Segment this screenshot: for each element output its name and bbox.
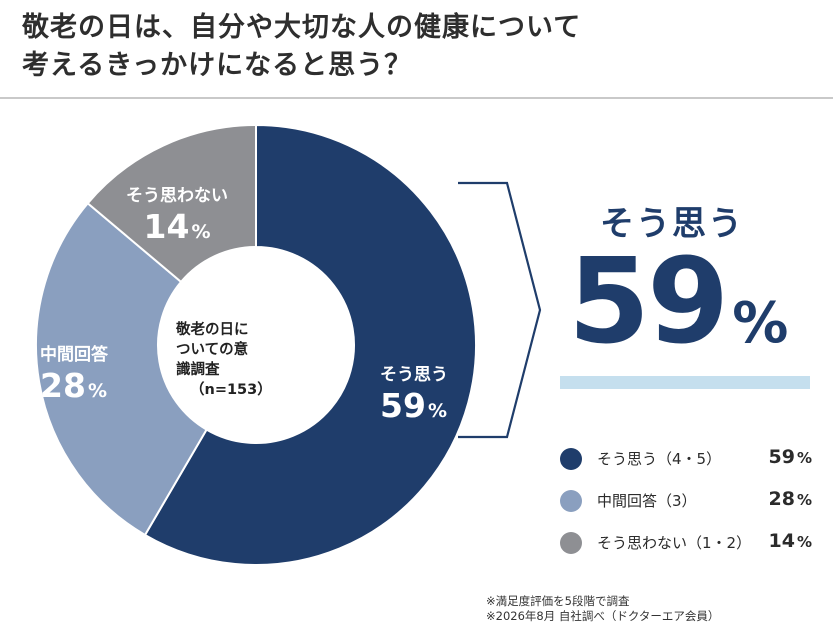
callout-bracket [458, 181, 542, 439]
legend-value-yes: 59 [768, 446, 795, 468]
legend-swatch-yes [560, 448, 582, 470]
footnote-1: ※満足度評価を5段階で調査 [486, 594, 630, 608]
legend-value-no: 14 [768, 530, 795, 552]
slice-label-no: そう思わない 14% [126, 185, 228, 252]
slice-label-no-value: 14 [143, 207, 190, 246]
slice-label-mid-value: 28 [40, 366, 86, 405]
title-line-2: 考えるきっかけになると思う？ [22, 50, 413, 81]
callout-percentage: 59% [568, 236, 788, 389]
legend: そう思う（4・5） 59% 中間回答（3） 28% そう思わない（1・2） 14… [560, 442, 820, 568]
slice-label-yes-unit: % [427, 400, 447, 422]
callout-label: そう思う [600, 204, 744, 244]
slice-label-yes: そう思う 59% [380, 364, 448, 431]
donut-chart [35, 123, 542, 566]
slice-label-no-unit: % [191, 221, 211, 243]
sample-size: （n=153） [190, 382, 272, 398]
legend-item-yes: そう思う（4・5） 59% [560, 442, 820, 484]
legend-swatch-mid [560, 490, 582, 512]
legend-label-no: そう思わない（1・2） [597, 534, 752, 552]
legend-item-mid: 中間回答（3） 28% [560, 484, 820, 526]
center-label: 敬老の日に ついての意 識調査 （n=153） [176, 320, 326, 400]
slice-label-yes-value: 59 [380, 386, 426, 425]
legend-value-mid: 28 [768, 488, 795, 510]
slice-label-no-name: そう思わない [126, 186, 228, 206]
title-divider [0, 97, 833, 99]
donut-hole [158, 247, 354, 443]
slice-label-yes-name: そう思う [380, 365, 448, 385]
footnotes: ※満足度評価を5段階で調査 ※2026年8月 自社調べ（ドクターエア会員） [486, 594, 719, 624]
legend-item-no: そう思わない（1・2） 14% [560, 526, 820, 568]
callout-unit: % [732, 291, 789, 356]
legend-unit-no: % [796, 533, 812, 551]
title-line-1: 敬老の日は、自分や大切な人の健康について [22, 12, 582, 43]
legend-label-yes: そう思う（4・5） [597, 450, 722, 468]
center-label-line-2: ついての意 [176, 342, 249, 358]
page-title: 敬老の日は、自分や大切な人の健康について 考えるきっかけになると思う？ [22, 9, 812, 85]
slice-label-mid-unit: % [87, 380, 107, 402]
callout-value: 59 [568, 232, 729, 370]
footnote-2: ※2026年8月 自社調べ（ドクターエア会員） [486, 609, 720, 623]
legend-label-mid: 中間回答（3） [597, 492, 697, 510]
callout-highlight-bar [560, 376, 810, 389]
center-label-line-1: 敬老の日に [176, 322, 249, 338]
slice-label-mid: 中間回答 28% [40, 344, 108, 411]
legend-unit-yes: % [796, 449, 812, 467]
slice-label-mid-name: 中間回答 [40, 345, 108, 365]
center-label-line-3: 識調査 [176, 362, 220, 378]
legend-unit-mid: % [796, 491, 812, 509]
donut-slices [35, 123, 477, 566]
legend-swatch-no [560, 532, 582, 554]
